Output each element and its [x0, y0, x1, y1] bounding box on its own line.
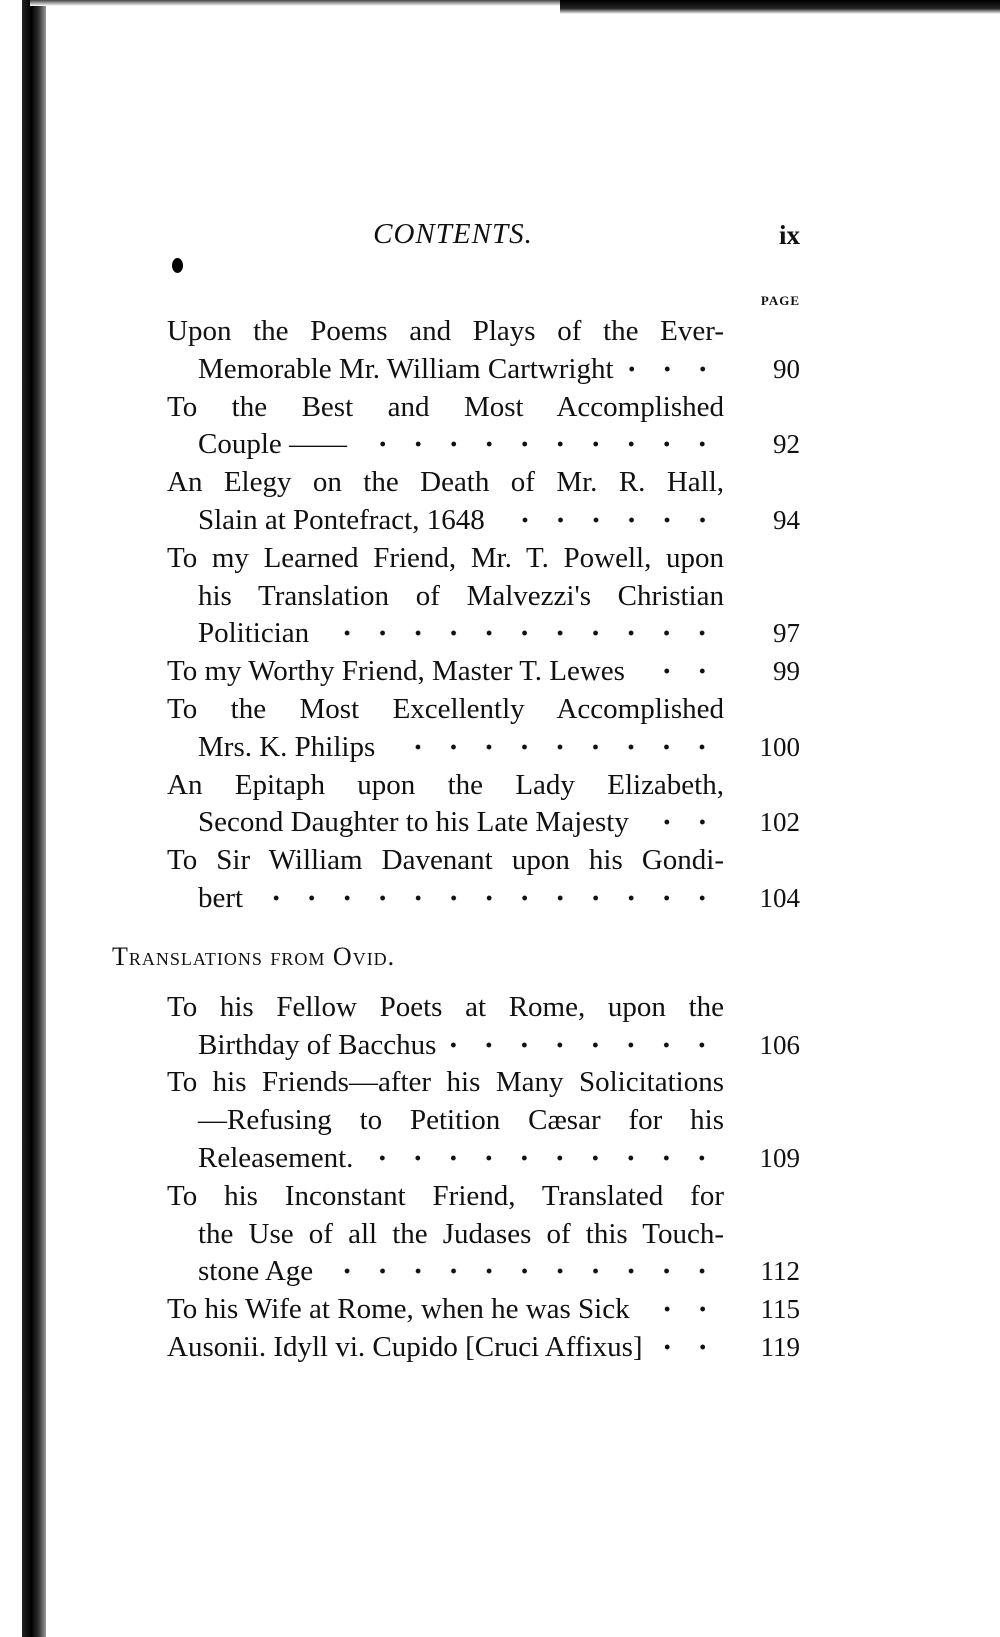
dot-leader — [367, 1139, 724, 1177]
toc-entry-line: his Translation of Malvezzi's Christian — [0, 577, 1000, 615]
scan-shadow-top-right — [560, 0, 1000, 14]
entry-title: bert — [198, 882, 244, 914]
ink-blot — [172, 258, 183, 273]
entry-title: his Translation of Malvezzi's Christian — [198, 579, 724, 612]
entry-title: Birthday of Bacchus — [198, 1028, 437, 1061]
toc-entry-line: To his Fellow Poets at Rome, upon the — [0, 988, 1000, 1026]
entry-page-number: 112 — [760, 1256, 801, 1287]
running-header: CONTENTS. — [373, 218, 533, 250]
entry-title: To his Inconstant Friend, Translated for — [167, 1179, 724, 1212]
entry-title: Politician — [198, 617, 310, 650]
entry-title: —Refusing to Petition Cæsar for his — [198, 1104, 724, 1137]
entry-page-number: 97 — [773, 618, 800, 649]
entry-title: To my Learned Friend, Mr. T. Powell, upo… — [167, 541, 724, 574]
dot-leader — [361, 425, 724, 464]
scan-shadow-top — [30, 0, 570, 6]
entry-title: Memorable Mr. William Cartwright — [198, 352, 614, 385]
entry-page-number: 119 — [760, 1332, 801, 1362]
entry-title: the Use of all the Judases of this Touch… — [198, 1217, 724, 1250]
entry-page-number: 104 — [759, 883, 801, 913]
toc-entry-line: An Elegy on the Death of Mr. R. Hall, — [0, 463, 1000, 501]
entry-title: An Epitaph upon the Lady Elizabeth, — [167, 768, 724, 801]
dot-leader — [327, 1252, 724, 1291]
toc-entry-line: Releasement. 109 — [0, 1139, 1000, 1177]
entry-title: Ausonii. Idyll vi. Cupido [Cruci Affixus… — [167, 1331, 643, 1363]
dot-leader — [323, 614, 724, 653]
entry-title: stone Age — [198, 1255, 314, 1288]
entry-page-number: 99 — [773, 656, 800, 687]
entry-page-number: 109 — [759, 1143, 801, 1173]
entry-title: Second Daughter to his Late Majesty — [198, 806, 629, 839]
toc-entry-line: Politician 97 — [0, 614, 1000, 653]
toc-entry-line: An Epitaph upon the Lady Elizabeth, — [0, 766, 1000, 804]
toc-entry-line: stone Age 112 — [0, 1252, 1000, 1291]
toc-entry-line: To his Inconstant Friend, Translated for — [0, 1177, 1000, 1215]
entry-page-number: 94 — [773, 505, 800, 535]
toc-entry-line: Couple —— 92 — [0, 425, 1000, 464]
entry-title: To my Worthy Friend, Master T. Lewes — [167, 655, 625, 688]
entry-title: Slain at Pontefract, 1648 — [198, 504, 485, 536]
entry-page-number: 102 — [759, 807, 801, 838]
dot-leader — [656, 1328, 724, 1366]
dot-leader — [450, 1025, 724, 1064]
entry-title: Releasement. — [198, 1142, 354, 1174]
toc-entry-line: —Refusing to Petition Cæsar for his — [0, 1101, 1000, 1139]
section-heading: Translations from Ovid. — [112, 941, 396, 971]
entry-page-number: 115 — [760, 1294, 801, 1325]
entry-title: Upon the Poems and Plays of the Ever- — [167, 315, 724, 347]
toc-entry-line: To his Friends—after his Many Solicitati… — [0, 1063, 1000, 1101]
toc-entry-line: To the Most Excellently Accomplished — [0, 690, 1000, 728]
entry-page-number: 100 — [759, 731, 801, 762]
dot-leader — [638, 652, 724, 691]
toc-entry-line: bert 104 — [0, 879, 1000, 917]
dot-leader — [257, 879, 724, 917]
page-column-label: PAGE — [760, 293, 800, 308]
dot-leader — [498, 501, 724, 539]
toc-entry-line: To the Best and Most Accomplished — [0, 388, 1000, 426]
dot-leader — [643, 1290, 724, 1329]
entry-page-number: 106 — [759, 1029, 801, 1060]
toc-entry-line: Second Daughter to his Late Majesty 102 — [0, 803, 1000, 842]
toc-entry-line: To my Worthy Friend, Master T. Lewes 99 — [0, 652, 1000, 691]
entry-title: Couple —— — [198, 428, 348, 461]
toc-entry-line: To my Learned Friend, Mr. T. Powell, upo… — [0, 539, 1000, 577]
entry-title: To his Fellow Poets at Rome, upon the — [167, 990, 724, 1023]
dot-leader — [627, 349, 724, 388]
toc-entry-line: Ausonii. Idyll vi. Cupido [Cruci Affixus… — [0, 1328, 1000, 1366]
toc-entry-line: Memorable Mr. William Cartwright 90 — [0, 349, 1000, 388]
book-binding-edge — [22, 0, 46, 1637]
toc-entry-line: Slain at Pontefract, 1648 94 — [0, 501, 1000, 539]
toc-entry-line: Upon the Poems and Plays of the Ever- — [0, 312, 1000, 350]
entry-page-number: 90 — [773, 353, 800, 384]
toc-entry-line: To his Wife at Rome, when he was Sick 115 — [0, 1290, 1000, 1329]
toc-entry-line: To Sir William Davenant upon his Gondi- — [0, 841, 1000, 879]
toc-entry-line: Mrs. K. Philips 100 — [0, 727, 1000, 766]
entry-title: To his Wife at Rome, when he was Sick — [167, 1293, 630, 1326]
entry-title: To the Most Excellently Accomplished — [167, 693, 724, 725]
entry-title: To the Best and Most Accomplished — [167, 390, 724, 423]
entry-title: To his Friends—after his Many Solicitati… — [167, 1066, 724, 1099]
dot-leader — [642, 803, 724, 842]
toc-entry-line: Birthday of Bacchus 106 — [0, 1025, 1000, 1064]
entry-page-number: 92 — [773, 429, 800, 460]
toc-entry-line: the Use of all the Judases of this Touch… — [0, 1215, 1000, 1253]
entry-title: An Elegy on the Death of Mr. R. Hall, — [167, 466, 724, 499]
page-number: ix — [778, 220, 800, 250]
dot-leader — [389, 727, 724, 766]
entry-title: To Sir William Davenant upon his Gondi- — [167, 844, 724, 877]
entry-title: Mrs. K. Philips — [198, 730, 376, 763]
